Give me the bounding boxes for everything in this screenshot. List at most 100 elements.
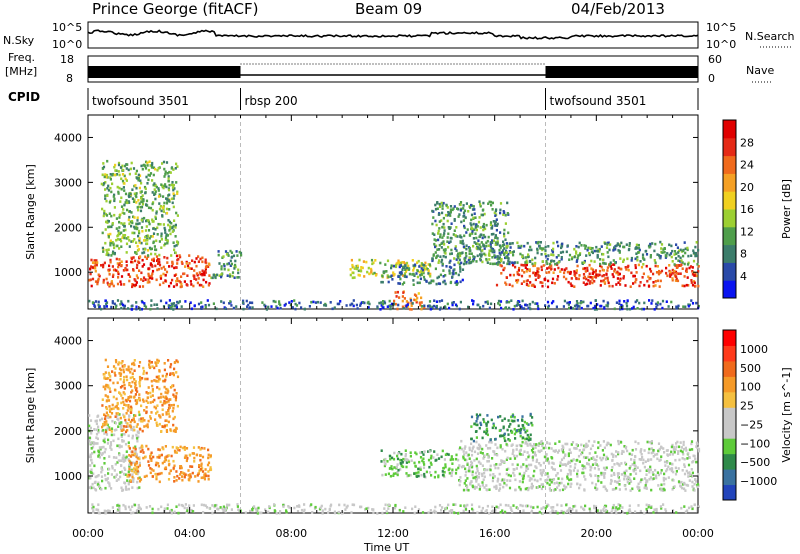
noise-tick-bottom-right: 10^0 (706, 38, 736, 51)
colorbar-tick-label: 8 (740, 248, 747, 261)
x-tick-label: 16:00 (479, 527, 511, 540)
x-tick-label: 20:00 (580, 527, 612, 540)
colorbar-swatch (723, 360, 736, 377)
noise-tick-bottom-left: 10^0 (52, 38, 82, 51)
colorbar-tick-label: −1000 (740, 475, 777, 488)
x-tick-label: 00:00 (682, 527, 714, 540)
y-tick-label: 1000 (54, 470, 82, 483)
echo-region-0 (88, 413, 141, 492)
echo-region-7 (495, 263, 700, 289)
colorbar-tick-label: −25 (740, 418, 763, 431)
echo-region-1 (100, 159, 180, 257)
y-tick-label: 3000 (54, 176, 82, 189)
y-axis-label: Slant Range [km] (24, 368, 37, 464)
colorbar-swatch (723, 469, 736, 486)
date-title: 04/Feb/2013 (571, 0, 665, 18)
colorbar-swatch (723, 453, 736, 470)
echo-region-1 (126, 444, 213, 484)
colorbar-label: Velocity [m s^-1] (780, 367, 793, 462)
colorbar-swatch (723, 173, 736, 192)
colorbar-swatch (723, 137, 736, 157)
beam-title: Beam 09 (355, 0, 422, 18)
colorbar-tick-label: 1000 (740, 343, 768, 356)
colorbar-swatch (723, 244, 736, 263)
noise-sky-trace (87, 29, 699, 40)
freq-label-line1: Freq. (8, 51, 35, 64)
colorbar-label: Power [dB] (780, 179, 793, 239)
colorbar-swatch (723, 376, 736, 393)
echo-region-0 (88, 254, 211, 289)
colorbar-tick-label: 16 (740, 203, 754, 216)
colorbar-tick-label: 20 (740, 181, 754, 194)
y-tick-label: 1000 (54, 266, 82, 279)
x-tick-label: 04:00 (174, 527, 206, 540)
colorbar-tick-label: −100 (740, 437, 770, 450)
colorbar-swatch (723, 407, 736, 424)
colorbar-swatch (723, 330, 736, 346)
colorbar-frame (722, 119, 737, 299)
colorbar-tick-label: 24 (740, 159, 754, 172)
echo-region-6 (91, 503, 700, 515)
panel-frame (87, 317, 699, 514)
colorbar-tick-label: 25 (740, 400, 754, 413)
colorbar-swatch (723, 391, 736, 408)
cpid-segment-0: twofsound 3501 (92, 94, 189, 108)
colorbar-swatch (723, 422, 736, 439)
colorbar-swatch (723, 191, 736, 210)
colorbar-tick-label: 28 (740, 136, 754, 149)
station-title: Prince George (fitACF) (92, 0, 258, 18)
y-axis-label: Slant Range [km] (24, 164, 37, 260)
freq-tick-18: 18 (60, 53, 74, 66)
x-tick-label: 12:00 (377, 527, 409, 540)
colorbar-swatch (723, 155, 736, 174)
cpid-segment-2: twofsound 3501 (550, 94, 647, 108)
freq-trace (88, 63, 698, 78)
x-tick-label: 08:00 (275, 527, 307, 540)
noise-sky-label: N.Sky (3, 34, 35, 47)
echo-region-2 (210, 249, 243, 280)
echo-region-5 (470, 412, 534, 443)
y-tick-label: 2000 (54, 425, 82, 438)
x-tick-label: 00:00 (72, 527, 104, 540)
noise-search-label: N.Search (745, 30, 795, 43)
echo-region-8 (457, 240, 700, 266)
nave-tick-60: 60 (708, 53, 722, 66)
colorbar-frame (722, 329, 737, 501)
echo-region-3 (349, 258, 432, 280)
colorbar-tick-label: 12 (740, 225, 754, 238)
colorbar-swatch (723, 345, 736, 362)
cpid-segment-1: rbsp 200 (245, 94, 298, 108)
cpid-label: CPID (8, 90, 40, 104)
echo-region-4 (380, 263, 465, 286)
velocity-panel: 1000 2000 3000 4000 Slant Range [km] 1000 500 1… (24, 317, 793, 515)
colorbar-swatch (723, 438, 736, 455)
y-tick-label: 3000 (54, 380, 82, 393)
echo-region-9 (88, 299, 700, 311)
colorbar-swatch (723, 484, 736, 501)
colorbar-swatch (723, 280, 736, 299)
power-panel: 1000 2000 3000 4000 Slant Range [km] 4 8 12 16 20… (24, 114, 793, 311)
y-tick-label: 4000 (54, 335, 82, 348)
freq-block-1 (88, 66, 241, 78)
x-axis-label: Time UT (363, 541, 409, 554)
colorbar-tick-label: 4 (740, 270, 747, 283)
freq-tick-8: 8 (66, 72, 73, 85)
freq-block-2 (545, 66, 698, 78)
echo-region-3 (380, 449, 458, 479)
colorbar-swatch (723, 262, 736, 281)
colorbar-tick-label: −500 (740, 456, 770, 469)
colorbar-swatch (723, 226, 736, 246)
y-tick-label: 2000 (54, 221, 82, 234)
y-tick-label: 4000 (54, 131, 82, 144)
nave-tick-0: 0 (708, 72, 715, 85)
freq-label-line2: [MHz] (5, 65, 37, 78)
colorbar-swatch (723, 120, 736, 139)
noise-tick-top-right: 10^5 (706, 21, 736, 34)
noise-panel-frame (87, 21, 699, 49)
colorbar-tick-label: 100 (740, 381, 761, 394)
nave-label: Nave (746, 64, 774, 77)
echo-region-2 (101, 358, 180, 434)
echo-region-5 (393, 290, 426, 311)
echo-region-4 (457, 439, 701, 492)
